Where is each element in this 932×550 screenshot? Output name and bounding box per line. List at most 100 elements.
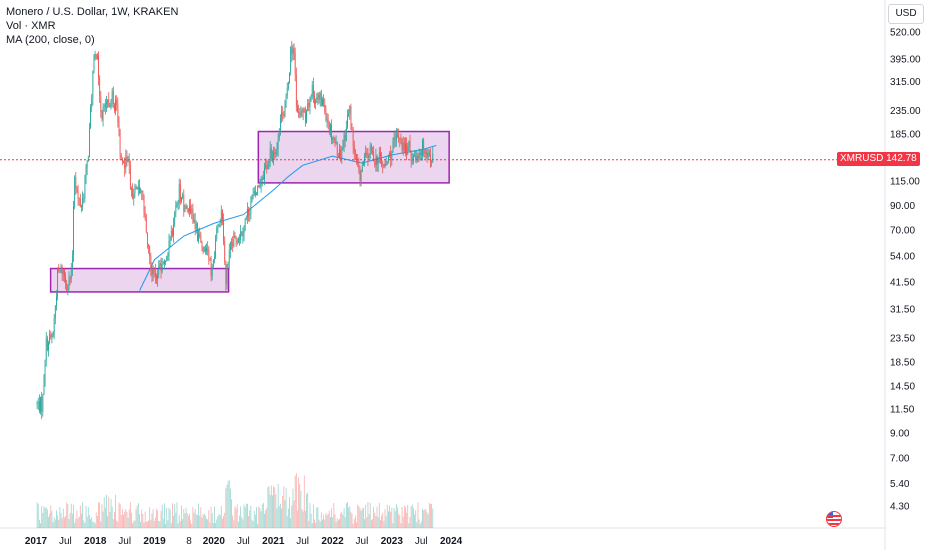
candle-body — [206, 248, 207, 252]
volume-bar — [374, 512, 376, 528]
candle-body — [79, 199, 81, 207]
volume-bar — [407, 504, 409, 528]
volume-bar — [178, 515, 180, 528]
candle-body — [209, 257, 211, 260]
candle-body — [234, 235, 236, 237]
x-tick-label: 2022 — [321, 536, 344, 547]
volume-bar — [90, 519, 91, 528]
candle-body — [198, 233, 199, 242]
y-tick-label: 4.30 — [890, 502, 910, 513]
volume-bar — [384, 509, 386, 528]
volume-bar — [390, 511, 392, 528]
volume-bar — [229, 488, 231, 528]
candle-body — [332, 138, 334, 140]
volume-bar — [151, 513, 153, 528]
candle-body — [187, 209, 189, 212]
volume-bar — [99, 502, 101, 528]
candle-body — [100, 96, 102, 112]
currency-button[interactable]: USD — [888, 4, 924, 24]
candle-body — [224, 241, 226, 262]
candle-body — [54, 305, 56, 319]
volume-bar — [52, 522, 54, 528]
volume-bar — [39, 519, 40, 528]
candle-body — [85, 167, 87, 181]
volume-bar — [184, 513, 186, 528]
volume-bar — [59, 506, 61, 528]
volume-bar — [133, 521, 135, 528]
candle-body — [380, 152, 381, 158]
x-tick-label: 2019 — [143, 536, 166, 547]
candle-body — [415, 155, 417, 160]
volume-bar — [328, 510, 330, 528]
candle-body — [407, 146, 409, 155]
volume-bar — [185, 507, 187, 528]
volume-bar — [46, 509, 48, 528]
volume-bar — [366, 517, 368, 528]
candle-body — [302, 109, 304, 113]
volume-bar — [209, 522, 211, 528]
volume-bar — [117, 521, 119, 528]
candle-body — [275, 150, 277, 155]
volume-legend[interactable]: Vol · XMR — [6, 20, 56, 32]
volume-bar — [350, 511, 352, 528]
candle-body — [405, 143, 406, 152]
price-axis[interactable]: 520.00 395.00 315.00 235.00 185.00 115.00 90.0… — [890, 28, 921, 513]
candle-body — [50, 334, 52, 338]
volume-bar — [377, 517, 379, 528]
x-tick-label: Jul — [59, 536, 72, 547]
candle-body — [200, 236, 202, 243]
candle-body — [140, 192, 141, 193]
volume-bar — [233, 520, 235, 528]
candle-body — [239, 239, 240, 241]
candle-body — [128, 159, 130, 166]
candle-body — [316, 97, 318, 100]
candle-body — [39, 401, 40, 412]
volume-bar — [108, 496, 110, 528]
volume-bar — [206, 518, 207, 528]
candle-body — [314, 95, 315, 104]
candle-body — [183, 194, 185, 212]
volume-bar — [358, 506, 360, 528]
symbol-title[interactable]: Monero / U.S. Dollar, 1W, KRAKEN — [6, 6, 179, 18]
volume-bar — [300, 490, 302, 528]
candle-body — [233, 235, 235, 247]
candlesticks — [36, 40, 434, 420]
candle-body — [420, 152, 422, 155]
candle-body — [37, 401, 39, 404]
volume-bar — [84, 522, 86, 528]
volume-bar — [397, 507, 398, 528]
volume-bar — [320, 512, 322, 528]
y-tick-label: 54.00 — [890, 251, 915, 262]
volume-bar — [372, 518, 373, 528]
volume-bar — [159, 521, 161, 528]
x-tick-label: Jul — [296, 536, 309, 547]
ma-legend[interactable]: MA (200, close, 0) — [6, 34, 95, 46]
volume-bar — [401, 506, 403, 528]
candle-body — [294, 53, 296, 75]
candle-body — [387, 154, 389, 162]
candle-body — [334, 140, 336, 144]
volume-bar — [51, 511, 53, 528]
volume-bar — [149, 507, 151, 528]
volume-bar — [64, 517, 65, 528]
volume-bar — [95, 512, 97, 528]
candle-body — [179, 184, 181, 202]
time-axis[interactable]: 2017 Jul 2018 Jul 2019 8 2020 Jul 2021 Jul 2022 Jul… — [25, 536, 463, 547]
candle-body — [331, 124, 332, 140]
candle-body — [414, 155, 415, 157]
volume-bar — [387, 511, 389, 528]
volume-bar — [199, 515, 201, 528]
candle-body — [43, 380, 45, 395]
candle-body — [373, 151, 375, 162]
volume-bar — [81, 513, 82, 528]
candle-body — [194, 219, 196, 229]
volume-bar — [403, 505, 405, 528]
volume-bar — [83, 520, 85, 528]
volume-bar — [301, 509, 303, 528]
candle-body — [411, 159, 413, 162]
volume-bar — [417, 502, 419, 528]
volume-bar — [98, 502, 99, 528]
us-flag-icon[interactable] — [826, 511, 842, 527]
volume-bar — [224, 512, 226, 528]
